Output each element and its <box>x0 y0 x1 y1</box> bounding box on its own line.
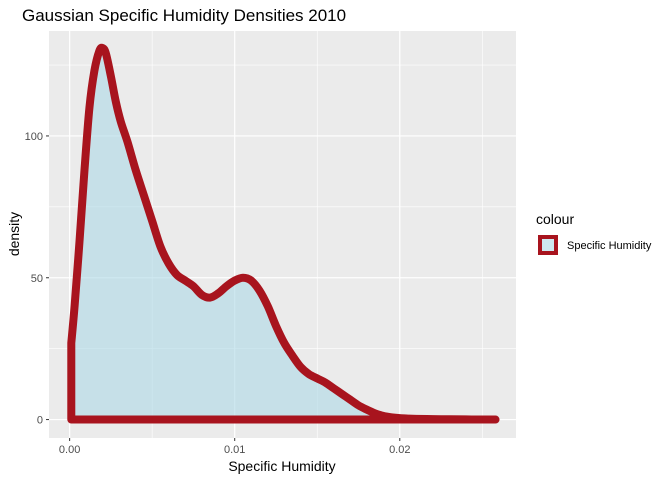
legend: colour Specific Humidity <box>536 211 652 256</box>
x-tick-label: 0.01 <box>224 444 245 456</box>
y-axis: 0 50 100 <box>25 131 49 427</box>
x-tick-label: 0.02 <box>389 444 410 456</box>
y-tick-label: 100 <box>25 131 43 143</box>
y-tick-label: 50 <box>31 273 43 285</box>
legend-key-swatch <box>538 235 558 255</box>
y-tick-label: 0 <box>37 415 43 427</box>
legend-label: Specific Humidity <box>567 240 652 252</box>
y-axis-title: density <box>6 212 22 256</box>
legend-title: colour <box>536 211 574 227</box>
x-axis: 0.00 0.01 0.02 <box>59 438 410 456</box>
density-series <box>67 43 500 424</box>
density-outline <box>67 43 500 424</box>
density-area <box>71 47 496 420</box>
x-axis-title: Specific Humidity <box>228 458 335 474</box>
x-tick-label: 0.00 <box>59 444 80 456</box>
chart-title: Gaussian Specific Humidity Densities 201… <box>22 6 346 25</box>
